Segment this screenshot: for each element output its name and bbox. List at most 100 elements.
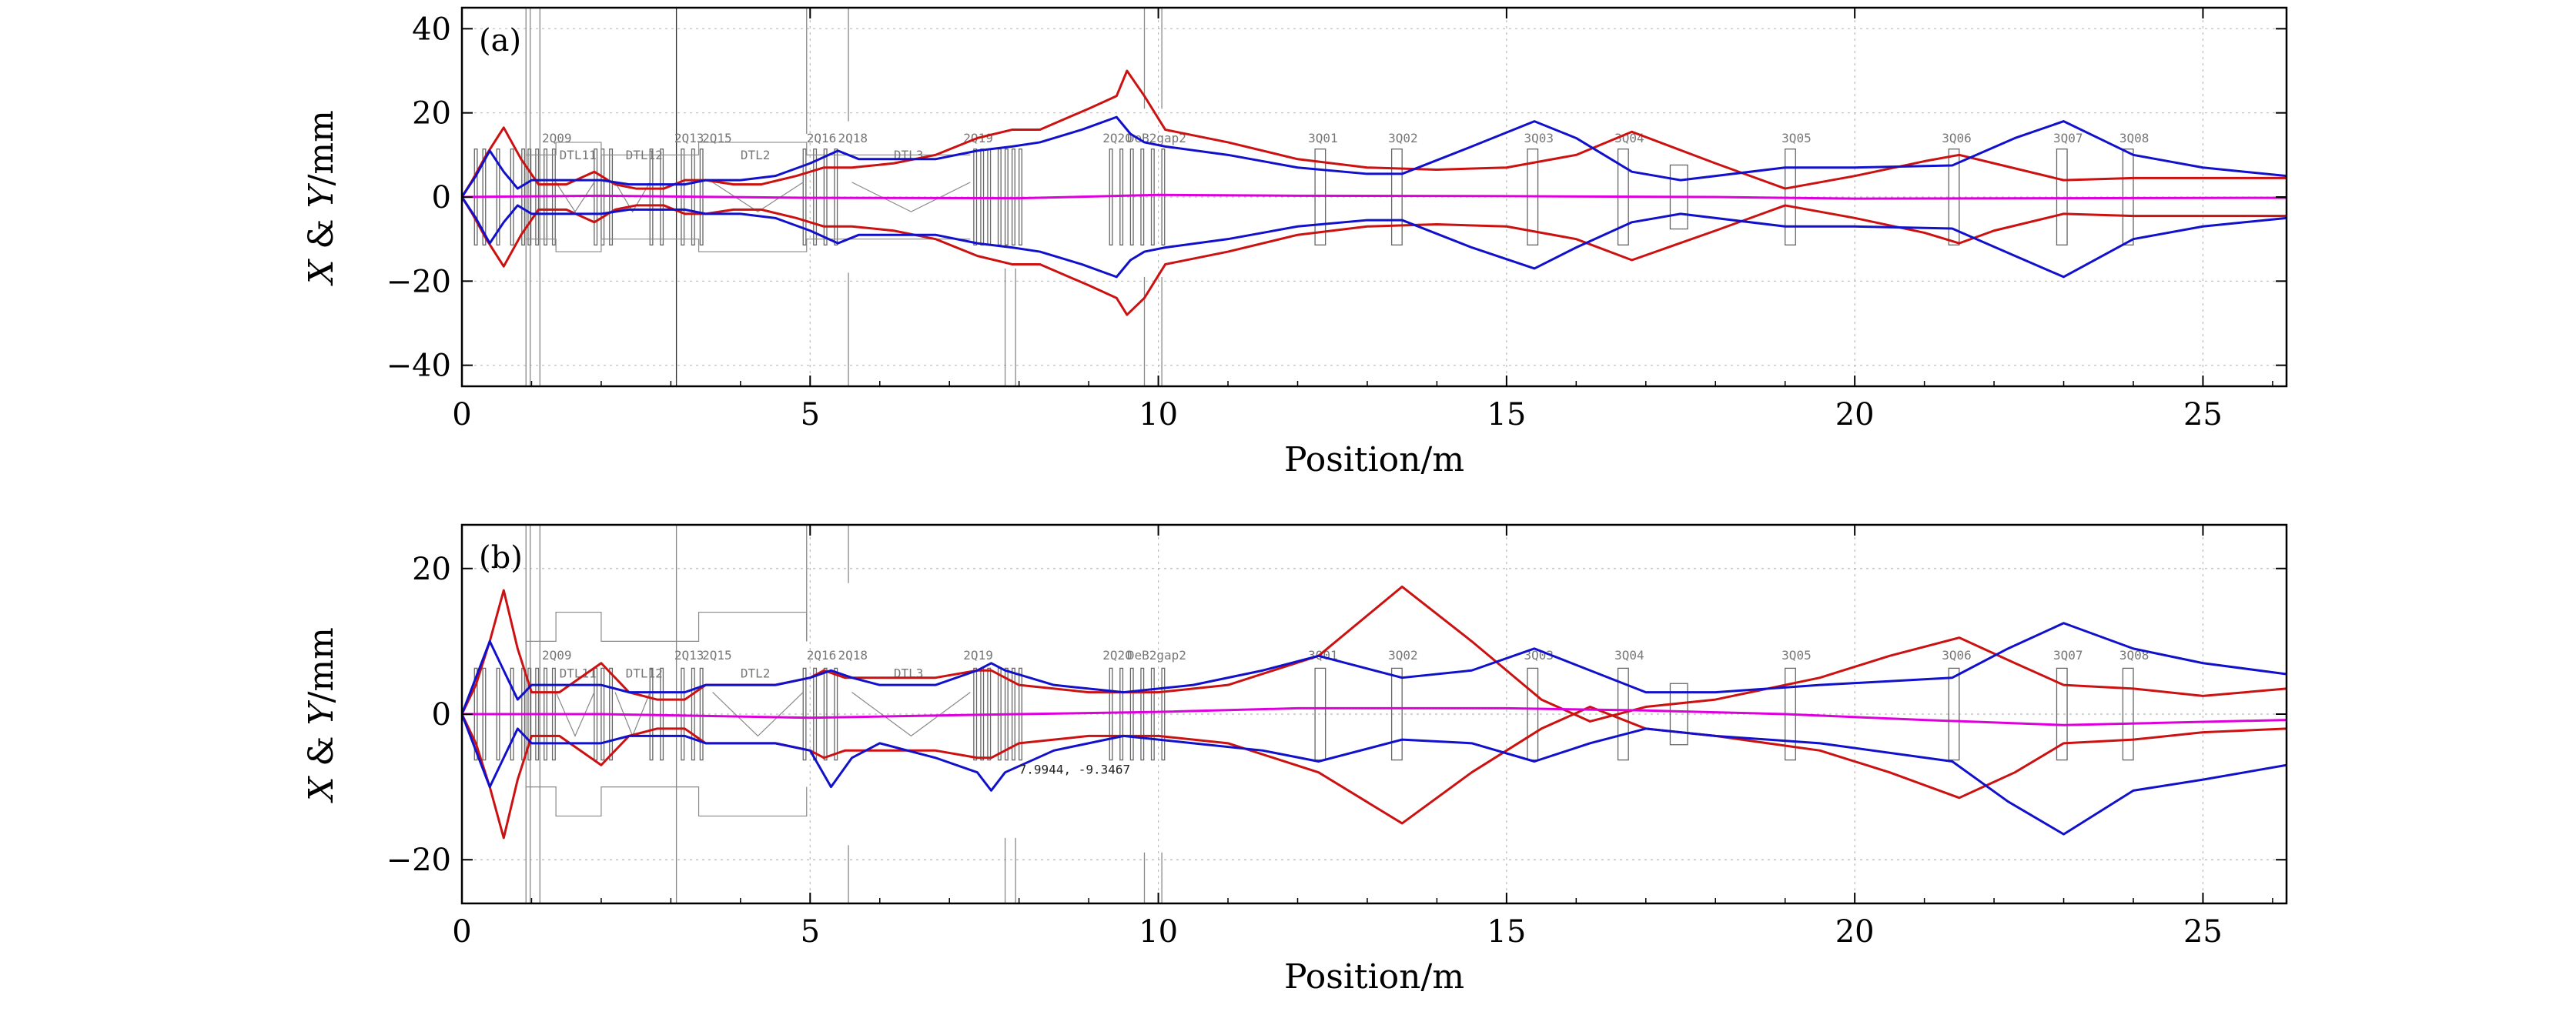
element-label: 2Q15 — [702, 648, 732, 663]
quad-magnet — [1119, 149, 1124, 245]
element-label: 2Q19 — [963, 648, 993, 663]
quad-magnet — [1150, 667, 1155, 761]
y-axis-label: X & Y/mm — [302, 627, 341, 803]
quad-magnet — [699, 667, 704, 761]
x-axis-label: Position/m — [1284, 957, 1464, 997]
element-label: 2Q13 — [674, 131, 704, 145]
quad-magnet — [973, 149, 978, 245]
dtl-tank — [851, 692, 971, 737]
quad-magnet — [1161, 149, 1166, 245]
quad-magnet — [601, 149, 605, 245]
quad-magnet — [1314, 149, 1326, 245]
element-label: 3Q07 — [2053, 648, 2083, 663]
element-label: 3Q03 — [1524, 648, 1554, 663]
y-axis: 20 0 −20 — [386, 552, 2287, 878]
y-axis-label-part: & — [302, 725, 341, 776]
x-axis: 0 5 10 15 20 25 — [452, 525, 2273, 950]
y-axis-label-part: X — [302, 259, 341, 286]
dtl-tank — [712, 692, 804, 737]
element-label: 3Q06 — [1942, 131, 1972, 145]
element-label: 2Q15 — [702, 131, 732, 145]
element-label: 3Q05 — [1781, 648, 1812, 663]
envelope-red-upper — [462, 585, 2287, 723]
quad-magnet — [1140, 149, 1145, 245]
element-label: 2Q16 — [807, 131, 837, 145]
envelope-red-upper — [462, 69, 2287, 198]
x-tick-label: 20 — [1835, 397, 1875, 432]
panel-label: (b) — [479, 540, 523, 576]
quad-magnet — [987, 149, 992, 245]
dtl-tank — [712, 182, 804, 212]
centroid-magenta — [462, 706, 2287, 726]
element-label: DTL2 — [741, 148, 771, 162]
element-label: 3Q08 — [2119, 131, 2149, 145]
dtl-tank — [555, 182, 595, 213]
element-label: 3Q06 — [1942, 648, 1972, 663]
envelope-blue-upper — [462, 622, 2287, 715]
quad-magnet — [1019, 149, 1022, 245]
y-tick-label: 0 — [432, 697, 451, 733]
quad-magnet — [2056, 149, 2068, 245]
element-label: 3Q01 — [1308, 131, 1338, 145]
element-label: 2Q20 — [1102, 648, 1132, 663]
quad-magnet — [1948, 667, 1960, 761]
quad-magnet — [1161, 667, 1166, 761]
quad-magnet — [1119, 667, 1124, 761]
envelope-blue-upper — [462, 115, 2287, 198]
chamber-outline — [526, 142, 971, 155]
element-label: 2Q16 — [807, 648, 837, 663]
element-label: 3Q05 — [1781, 131, 1812, 145]
element-label: DTL12 — [626, 666, 663, 681]
x-tick-label: 0 — [452, 914, 471, 950]
dtl-tank — [555, 692, 595, 737]
quad-magnet — [823, 667, 828, 761]
y-tick-label: −20 — [386, 843, 451, 878]
element-label: DTL12 — [626, 148, 663, 162]
centroid-magenta — [462, 193, 2287, 200]
x-axis: 0 5 10 15 20 25 — [452, 8, 2273, 432]
series-group — [462, 69, 2287, 316]
quad-magnet — [681, 667, 685, 761]
y-axis-label-part: Y — [302, 182, 341, 208]
envelope-red-lower — [462, 706, 2287, 840]
envelope-red-lower — [462, 196, 2287, 316]
x-tick-label: 25 — [2183, 914, 2223, 950]
element-label: 3Q07 — [2053, 131, 2083, 145]
element-label: 2Q13 — [674, 648, 704, 663]
chamber-outline — [526, 786, 808, 817]
quad-magnet — [2122, 667, 2134, 761]
x-tick-label: 25 — [2183, 397, 2223, 432]
envelope-blue-lower — [462, 713, 2287, 836]
y-axis-label-part: /mm — [302, 110, 341, 185]
quad-magnet — [980, 149, 985, 245]
y-axis-label-part: & — [302, 208, 341, 259]
element-label: DTL11 — [560, 148, 597, 162]
envelope-blue-lower — [462, 196, 2287, 279]
element-label: 3Q08 — [2119, 648, 2149, 663]
y-axis-label: X & Y/mm — [302, 110, 341, 286]
chamber-outline — [526, 239, 971, 252]
x-tick-label: 0 — [452, 397, 471, 432]
x-axis-label: Position/m — [1284, 440, 1464, 479]
cursor-readout: 7.9944, -9.3467 — [1019, 763, 1131, 777]
element-label: 2Q20 — [1102, 131, 1132, 145]
quad-magnet — [1129, 667, 1134, 761]
element-label: 3Q03 — [1524, 131, 1554, 145]
element-label: 2Q09 — [542, 648, 572, 663]
y-axis-label-part: Y — [302, 699, 341, 725]
x-tick-label: 10 — [1139, 397, 1178, 432]
quad-magnet — [1390, 667, 1403, 761]
y-axis-label-part: /mm — [302, 627, 341, 703]
x-tick-label: 15 — [1487, 914, 1526, 950]
x-tick-label: 5 — [801, 914, 820, 950]
quad-magnet — [1140, 667, 1145, 761]
y-tick-label: 20 — [412, 552, 451, 587]
quad-magnet — [594, 149, 598, 245]
x-tick-label: 20 — [1835, 914, 1875, 950]
quad-magnet — [1948, 149, 1960, 245]
y-tick-label: 0 — [432, 180, 451, 215]
x-tick-label: 15 — [1487, 397, 1526, 432]
quad-magnet — [1669, 683, 1688, 746]
